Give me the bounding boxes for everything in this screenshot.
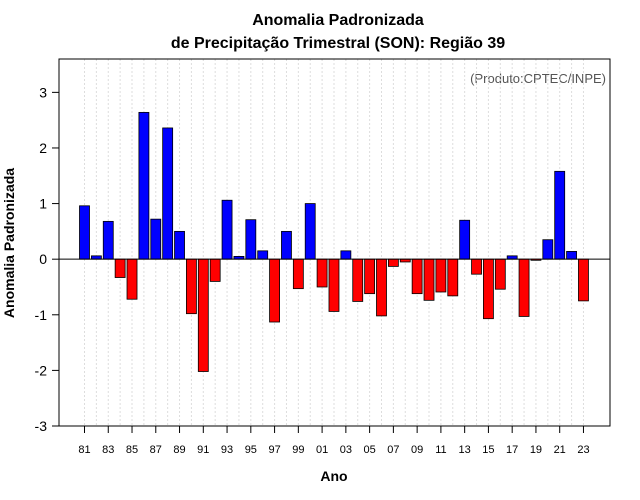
bar-1984 bbox=[114, 258, 126, 278]
bar-1993 bbox=[221, 199, 233, 260]
bar-2007 bbox=[387, 258, 399, 267]
bar-1998 bbox=[281, 230, 292, 260]
y-tick-label: 1 bbox=[39, 196, 47, 212]
x-tick-label: 17 bbox=[506, 444, 518, 456]
bar-2010 bbox=[423, 258, 435, 301]
bar-2002 bbox=[328, 258, 340, 312]
grid-lines bbox=[84, 59, 584, 426]
bar-1995 bbox=[245, 219, 257, 260]
x-tick-label: 85 bbox=[126, 444, 138, 456]
y-axis-title: Anomalia Padronizada bbox=[1, 168, 17, 318]
y-tick-label: 2 bbox=[39, 140, 47, 156]
x-axis-title: Ano bbox=[320, 468, 347, 484]
x-tick-label: 83 bbox=[102, 444, 114, 456]
y-tick-label: -2 bbox=[35, 362, 48, 378]
bar-2003 bbox=[340, 250, 352, 260]
x-tick-label: 19 bbox=[530, 444, 542, 456]
bar-2015 bbox=[483, 258, 494, 320]
x-tick-label: 99 bbox=[292, 444, 304, 456]
x-tick-label: 95 bbox=[245, 444, 257, 456]
bar-2023 bbox=[578, 258, 589, 302]
x-tick-label: 81 bbox=[78, 444, 90, 456]
bar-1986 bbox=[138, 111, 150, 260]
x-tick-label: 11 bbox=[435, 444, 446, 456]
x-tick-label: 97 bbox=[268, 444, 280, 456]
chart-title: Anomalia Padronizada bbox=[252, 12, 424, 29]
chart-subtitle: de Precipitação Trimestral (SON): Região… bbox=[171, 35, 505, 52]
bar-1985 bbox=[126, 258, 138, 300]
bar-2016 bbox=[494, 258, 506, 290]
plot-frame bbox=[58, 58, 611, 427]
bar-2014 bbox=[471, 258, 482, 275]
bar-1987 bbox=[150, 218, 162, 260]
bar-1983 bbox=[102, 220, 114, 260]
bar-1996 bbox=[257, 250, 269, 260]
x-tick-label: 03 bbox=[340, 444, 352, 456]
y-tick-label: 0 bbox=[39, 251, 47, 267]
y-tick-label: -3 bbox=[35, 418, 48, 434]
bar-1988 bbox=[162, 127, 174, 260]
bar-1990 bbox=[186, 258, 197, 315]
x-tick-label: 15 bbox=[482, 444, 494, 456]
bar-2011 bbox=[435, 258, 447, 293]
bar-2004 bbox=[352, 258, 364, 302]
bar-1997 bbox=[269, 258, 280, 323]
x-tick-label: 21 bbox=[554, 444, 566, 456]
bar-2000 bbox=[304, 203, 316, 260]
bar-2005 bbox=[364, 258, 376, 295]
x-tick-label: 91 bbox=[197, 444, 209, 456]
bar-2006 bbox=[376, 258, 387, 317]
credit-annotation: (Produto:CPTEC/INPE) bbox=[470, 71, 606, 86]
bar-1999 bbox=[292, 258, 304, 290]
bar-1982 bbox=[90, 255, 102, 260]
x-tick-label: 13 bbox=[459, 444, 471, 456]
bar-2009 bbox=[411, 258, 423, 295]
x-tick-label: 09 bbox=[411, 444, 423, 456]
bar-2013 bbox=[459, 219, 471, 260]
bar-2020 bbox=[542, 239, 554, 260]
bar-1989 bbox=[174, 230, 185, 260]
bar-2018 bbox=[518, 258, 530, 317]
bar-2022 bbox=[566, 250, 577, 260]
bar-1981 bbox=[79, 205, 90, 260]
x-tick-label: 23 bbox=[577, 444, 589, 456]
x-tick-label: 93 bbox=[221, 444, 233, 456]
bar-2012 bbox=[447, 258, 459, 297]
bar-2001 bbox=[316, 258, 328, 288]
y-tick-label: -1 bbox=[35, 307, 48, 323]
bar-1991 bbox=[197, 258, 209, 372]
x-tick-label: 01 bbox=[316, 444, 328, 456]
bar-2021 bbox=[554, 170, 566, 260]
bar-2017 bbox=[506, 255, 518, 260]
x-tick-label: 05 bbox=[363, 444, 375, 456]
y-tick-label: 3 bbox=[39, 84, 47, 100]
x-tick-label: 89 bbox=[173, 444, 185, 456]
x-tick-label: 07 bbox=[387, 444, 399, 456]
bar-series bbox=[79, 111, 589, 372]
x-tick-label: 87 bbox=[150, 444, 162, 456]
bar-1992 bbox=[209, 258, 221, 282]
